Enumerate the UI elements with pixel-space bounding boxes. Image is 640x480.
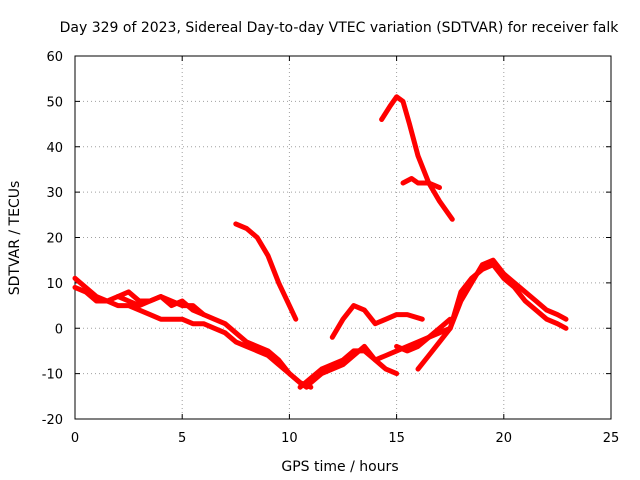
y-tick-label: 60 bbox=[46, 50, 63, 65]
series-line-trace-j bbox=[415, 257, 569, 372]
x-axis-label: GPS time / hours bbox=[281, 459, 398, 475]
x-tick-label: 10 bbox=[281, 431, 298, 446]
x-tick-label: 5 bbox=[178, 431, 186, 446]
series-line-trace-h bbox=[379, 94, 455, 222]
series-line-trace-i bbox=[400, 176, 442, 191]
y-tick-label: -20 bbox=[42, 413, 63, 428]
y-tick-label: 50 bbox=[46, 95, 63, 110]
series-line-trace-e bbox=[297, 348, 400, 390]
y-tick-label: 40 bbox=[46, 141, 63, 156]
axis-ticks: 0 5 10 15 20 25 -20 -10 0 10 20 30 40 50 60 bbox=[42, 50, 620, 446]
series-line-trace-c bbox=[115, 294, 207, 318]
series-line-trace-k bbox=[394, 262, 569, 354]
y-axis-label: SDTVAR / TECUs bbox=[7, 181, 23, 296]
y-tick-label: 10 bbox=[46, 277, 63, 292]
y-tick-label: -10 bbox=[42, 368, 63, 383]
series-line-trace-a bbox=[72, 275, 310, 390]
grid-lines bbox=[75, 56, 611, 419]
series-line-trace-g bbox=[329, 303, 425, 340]
x-tick-label: 25 bbox=[603, 431, 620, 446]
y-tick-label: 30 bbox=[46, 186, 63, 201]
x-tick-label: 20 bbox=[496, 431, 513, 446]
y-tick-label: 20 bbox=[46, 232, 63, 247]
y-tick-label: 0 bbox=[55, 322, 63, 337]
chart-title: Day 329 of 2023, Sidereal Day-to-day VTE… bbox=[60, 20, 620, 36]
x-tick-label: 0 bbox=[71, 431, 79, 446]
series-line-trace-b bbox=[72, 284, 314, 390]
series-line-trace-d bbox=[233, 221, 299, 322]
series-layer bbox=[72, 94, 569, 390]
x-tick-label: 15 bbox=[388, 431, 405, 446]
